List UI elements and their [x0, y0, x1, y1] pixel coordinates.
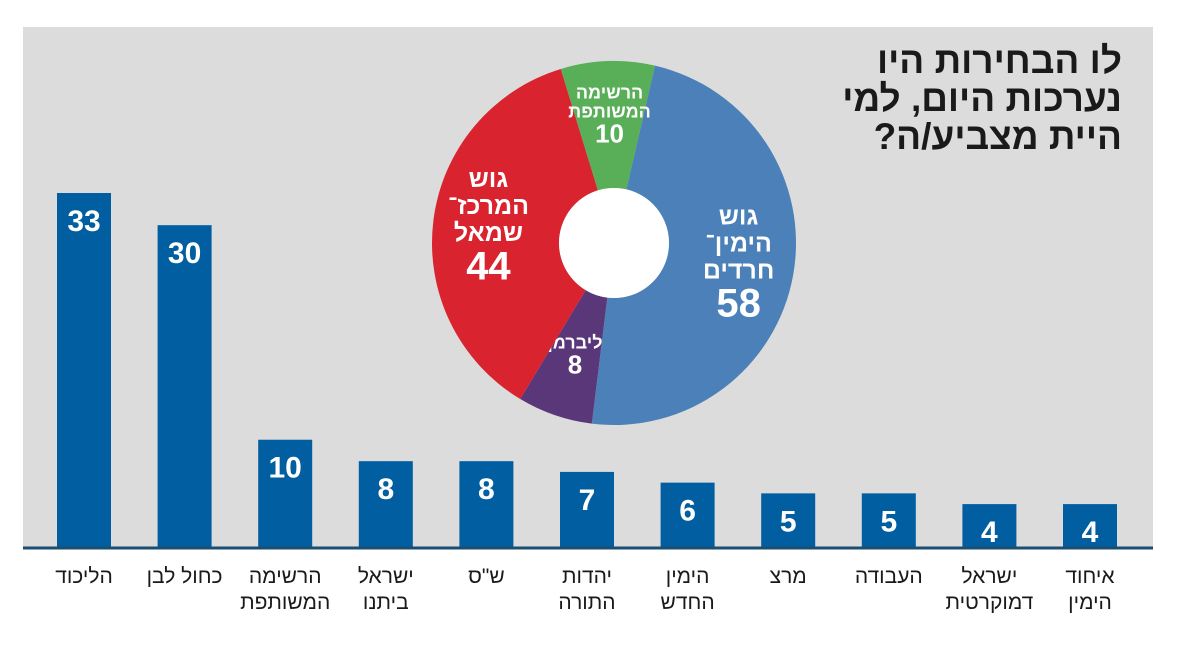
- category-labels: הליכוד כחול לבן הרשימה המשותפת ישראל ביתנו ש"ס…: [55, 565, 1114, 614]
- donut-slice-label: הימין־: [705, 229, 772, 257]
- category-label: הימין: [666, 565, 710, 588]
- category-label: הרשימה: [249, 565, 322, 588]
- donut-hole: [559, 188, 669, 298]
- bar: [358, 461, 413, 547]
- category-label: העבודה: [855, 565, 923, 588]
- bar-value-label: 33: [67, 205, 100, 238]
- title-line: היית מצביע/ה?: [873, 116, 1122, 157]
- donut-slice-label: שמאל: [454, 219, 523, 247]
- category-label: יהדות: [562, 565, 612, 588]
- chart-title: לו הבחירות היו נערכות היום, למי היית מצב…: [762, 42, 1122, 156]
- bar-value-label: 10: [269, 452, 302, 485]
- donut-slice-label: גוש: [719, 202, 759, 230]
- donut-slice: [560, 60, 655, 191]
- bar: [962, 504, 1017, 547]
- donut-slice-label: חרדים: [703, 256, 775, 284]
- category-label: ביתנו: [363, 591, 409, 614]
- donut-slice: [520, 290, 608, 424]
- bar: [1063, 504, 1117, 547]
- bar: [660, 482, 715, 547]
- category-label: מרצ: [770, 565, 807, 588]
- bar-value-label: 5: [780, 505, 797, 538]
- seat-bloc-donut: גושהימין־חרדים58ליברמן8גושהמרכז־שמאל44הר…: [432, 60, 797, 426]
- bar: [761, 493, 816, 547]
- category-label: כחול לבן: [147, 565, 223, 588]
- bar: [459, 461, 514, 547]
- category-label: המשותפת: [240, 591, 330, 614]
- bar-value-label: 8: [478, 473, 495, 506]
- bar-value-label: 4: [981, 516, 998, 549]
- donut-slice-value: 58: [716, 282, 761, 326]
- donut-slice-label: ליברמן: [547, 332, 602, 352]
- bar-value-label: 8: [377, 473, 394, 506]
- donut-slice-value: 44: [466, 244, 511, 288]
- category-label: התורה: [558, 591, 615, 614]
- bar-value-label: 4: [1082, 516, 1099, 549]
- title-line: נערכות היום, למי: [842, 78, 1122, 119]
- bar: [560, 471, 614, 547]
- category-label: הימין: [1068, 591, 1112, 614]
- title-line: לו הבחירות היו: [876, 40, 1122, 81]
- category-label: ישראל: [358, 565, 414, 588]
- category-label: איחוד: [1065, 565, 1114, 588]
- donut-slice: [432, 68, 598, 400]
- category-label: ש"ס: [468, 565, 505, 588]
- category-label: החדש: [661, 591, 715, 614]
- donut-slice-label: המשותפת: [568, 101, 651, 121]
- bar-value-label: 5: [880, 505, 897, 538]
- bar: [258, 439, 313, 547]
- bar: [157, 225, 212, 547]
- donut-slice-value: 10: [595, 118, 624, 148]
- donut-slice: [591, 65, 797, 426]
- donut-slice-label: הרשימה: [576, 82, 643, 102]
- bar-value-label: 6: [679, 495, 696, 528]
- bar-value-label: 7: [579, 484, 596, 517]
- donut-slice-value: 8: [568, 349, 582, 379]
- category-label: ישראל: [961, 565, 1017, 588]
- bar: [57, 193, 111, 547]
- donut-slice-label: המרכז־: [448, 192, 529, 220]
- category-label: הליכוד: [55, 565, 113, 588]
- bar: [861, 493, 916, 547]
- bar-value-label: 30: [168, 237, 201, 270]
- donut-slice-label: גוש: [469, 165, 509, 193]
- category-label: דמוקרטית: [946, 591, 1034, 614]
